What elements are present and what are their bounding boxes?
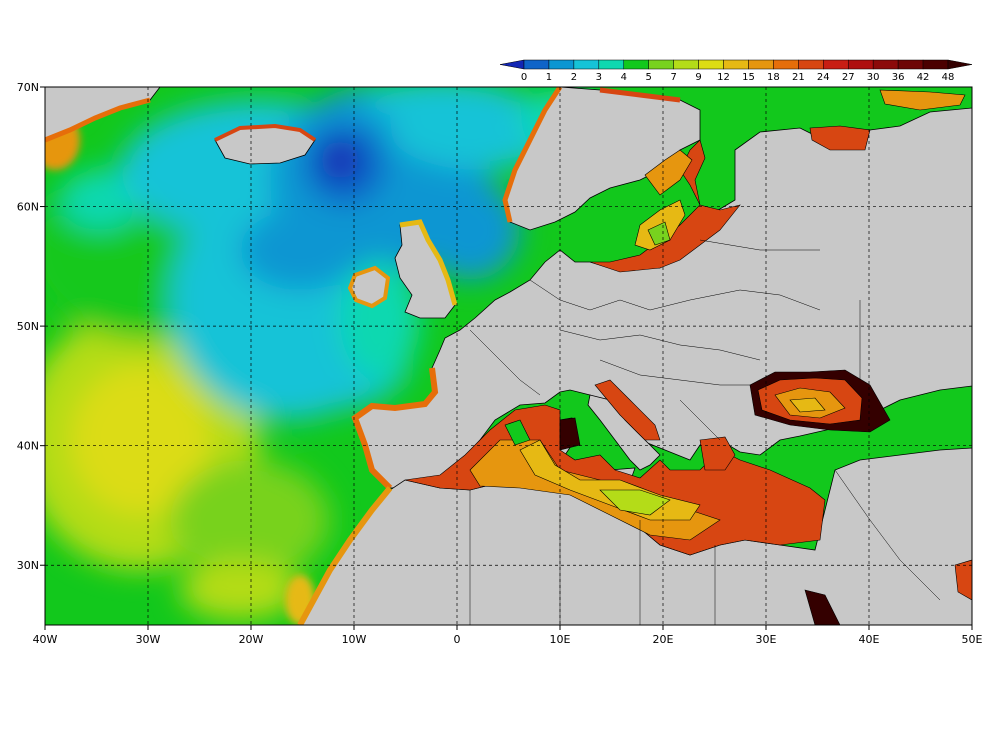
y-tick-label: 30N [17, 559, 39, 572]
colorbar-segment [823, 59, 849, 70]
colorbar-segment [623, 59, 649, 70]
y-axis-ticks: 30N 40N 50N 60N 70N [17, 81, 45, 572]
x-tick-label: 40W [33, 633, 58, 646]
colorbar-low-arrow [499, 59, 525, 70]
colorbar-segment [673, 59, 699, 70]
y-tick-label: 60N [17, 201, 39, 214]
colorbar: 0 1 2 3 4 5 7 9 12 15 18 21 24 27 30 36 42 48 [499, 59, 973, 83]
colorbar-label: 5 [646, 72, 652, 83]
colorbar-label: 42 [917, 72, 930, 83]
x-tick-label: 10E [550, 633, 571, 646]
colorbar-label: 48 [942, 72, 955, 83]
colorbar-label: 0 [521, 72, 527, 83]
colorbar-label: 30 [867, 72, 880, 83]
colorbar-label: 24 [817, 72, 830, 83]
colorbar-label: 1 [546, 72, 552, 83]
colorbar-segment [523, 59, 550, 70]
colorbar-segment [773, 59, 799, 70]
colorbar-label: 36 [892, 72, 905, 83]
colorbar-high-arrow [947, 59, 973, 70]
colorbar-segment [573, 59, 600, 70]
y-tick-label: 70N [17, 81, 39, 94]
colorbar-segment [872, 59, 899, 70]
colorbar-label: 27 [842, 72, 855, 83]
x-tick-label: 30W [136, 633, 161, 646]
colorbar-segment [548, 59, 575, 70]
colorbar-label: 18 [767, 72, 780, 83]
coastal-bands [45, 87, 681, 625]
x-tick-label: 40E [859, 633, 880, 646]
x-tick-label: 50E [962, 633, 983, 646]
x-tick-label: 20W [239, 633, 264, 646]
colorbar-segment [748, 59, 774, 70]
country-borders [469, 239, 941, 625]
enclosed-seas [404, 89, 972, 625]
colorbar-segment [648, 59, 674, 70]
colorbar-segment [897, 59, 924, 70]
y-tick-label: 50N [17, 320, 39, 333]
colorbar-label: 4 [621, 72, 627, 83]
colorbar-label: 7 [670, 72, 676, 83]
colorbar-segment [798, 59, 824, 70]
x-tick-label: 20E [653, 633, 674, 646]
plot-frame [44, 86, 973, 626]
y-tick-label: 40N [17, 440, 39, 453]
colorbar-segment [723, 59, 749, 70]
colorbar-segment [847, 59, 874, 70]
x-tick-label: 30E [756, 633, 777, 646]
colorbar-segment [598, 59, 625, 70]
colorbar-label: 3 [596, 72, 602, 83]
colorbar-label: 15 [742, 72, 755, 83]
colorbar-label: 9 [695, 72, 701, 83]
gridlines [45, 87, 972, 625]
colorbar-label: 21 [792, 72, 805, 83]
x-tick-label: 0 [454, 633, 461, 646]
colorbar-label: 12 [717, 72, 730, 83]
colorbar-segment [922, 59, 949, 70]
x-tick-label: 10W [342, 633, 367, 646]
colorbar-label: 2 [571, 72, 577, 83]
x-axis-ticks: 40W 30W 20W 10W 0 10E 20E 30E 40E 50E [33, 625, 983, 646]
colorbar-segment [698, 59, 724, 70]
